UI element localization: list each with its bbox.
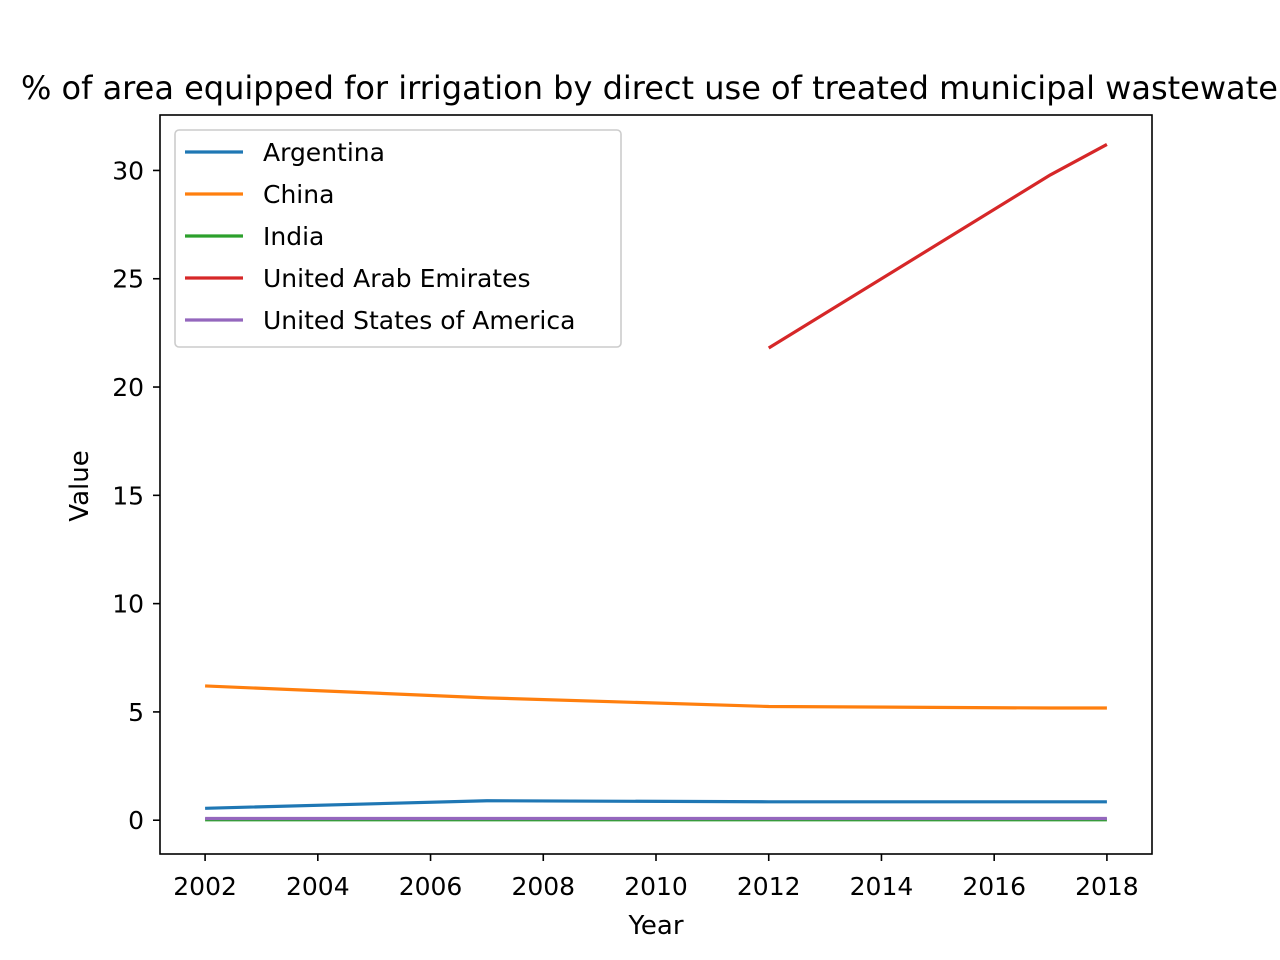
series-line-0 [205, 799, 1107, 810]
x-tick-label: 2014 [850, 872, 914, 901]
legend-label-4: United States of America [263, 306, 575, 335]
y-tick-label: 20 [112, 373, 144, 402]
x-tick-label: 2008 [511, 872, 575, 901]
series-line-1 [205, 684, 1107, 710]
legend-label-3: United Arab Emirates [263, 264, 531, 293]
series-lines [205, 143, 1108, 822]
legend-box [174, 129, 622, 348]
series-line-3 [767, 143, 1108, 350]
x-tick-label: 2016 [962, 872, 1026, 901]
y-tick-label: 5 [128, 698, 144, 727]
y-tick-label: 15 [112, 481, 144, 510]
axis-ticks: 2002 2004 2006 2008 2010 2012 2014 2016 2018 0 5 10… [112, 156, 1139, 901]
chart-title: % of area equipped for irrigation by dir… [21, 69, 1280, 107]
x-tick-label: 2018 [1075, 872, 1139, 901]
y-tick-label: 25 [112, 265, 144, 294]
y-axis-label: Value [65, 450, 95, 521]
legend-label-0: Argentina [263, 138, 385, 167]
x-tick-label: 2002 [173, 872, 237, 901]
x-tick-label: 2012 [737, 872, 801, 901]
x-tick-label: 2004 [286, 872, 350, 901]
legend-label-2: India [263, 222, 324, 251]
legend: Argentina China India United Arab Emirates U… [174, 129, 622, 348]
x-tick-label: 2006 [399, 872, 463, 901]
x-axis-label: Year [627, 911, 683, 941]
y-tick-label: 0 [128, 806, 144, 835]
x-tick-label: 2010 [624, 872, 688, 901]
legend-label-1: China [263, 180, 334, 209]
y-tick-label: 10 [112, 590, 144, 619]
y-tick-label: 30 [112, 156, 144, 185]
